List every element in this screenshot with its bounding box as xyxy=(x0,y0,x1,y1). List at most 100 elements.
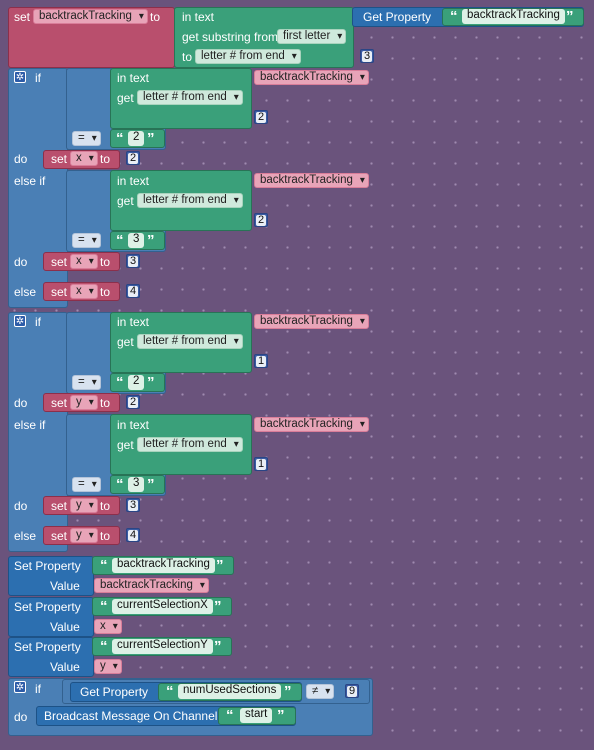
in-text-label: in text xyxy=(117,418,150,432)
variable-dropdown[interactable]: backtrackTracking xyxy=(94,578,209,593)
property-name[interactable]: backtrackTracking xyxy=(112,558,215,573)
set-property-block[interactable] xyxy=(8,637,94,677)
string-value[interactable]: 3 xyxy=(128,233,145,248)
variable-dropdown[interactable]: x xyxy=(94,619,122,634)
property-name[interactable]: backtrackTracking xyxy=(462,9,565,24)
number-value[interactable]: 2 xyxy=(256,111,266,123)
else-keyword: else xyxy=(14,529,37,543)
number-value[interactable]: 3 xyxy=(128,499,138,511)
substring-to-dropdown[interactable]: letter # from end xyxy=(195,49,301,64)
channel-name[interactable]: start xyxy=(240,708,273,723)
do-keyword: do xyxy=(14,152,28,166)
number-block[interactable]: 1 xyxy=(254,457,268,471)
letter-dropdown[interactable]: letter # from end xyxy=(137,193,243,208)
gear-icon[interactable]: ✲ xyxy=(14,71,26,83)
string-value[interactable]: 2 xyxy=(128,375,145,390)
letter-dropdown[interactable]: letter # from end xyxy=(137,90,243,105)
get-property-label: Get Property xyxy=(80,685,149,699)
get-substring-label: get substring from xyxy=(182,30,279,44)
string-value[interactable]: 3 xyxy=(128,477,145,492)
letter-dropdown[interactable]: letter # from end xyxy=(137,334,243,349)
to-keyword: to xyxy=(100,529,111,543)
get-label: get xyxy=(117,91,134,105)
variable-dropdown[interactable]: y xyxy=(94,659,122,674)
number-block[interactable]: 2 xyxy=(126,395,140,409)
variable-dropdown[interactable]: backtrackTracking xyxy=(254,314,369,329)
letter-dropdown[interactable]: letter # from end xyxy=(137,437,243,452)
number-value[interactable]: 9 xyxy=(347,685,357,697)
number-value[interactable]: 1 xyxy=(256,458,266,470)
get-label: get xyxy=(117,194,134,208)
number-block[interactable]: 3 xyxy=(126,254,140,268)
close-quote: ” xyxy=(284,683,292,700)
variable-dropdown[interactable]: backtrackTracking xyxy=(254,417,369,432)
set-keyword: set xyxy=(51,285,68,299)
open-quote: “ xyxy=(450,8,458,25)
broadcast-label: Broadcast Message On Channel xyxy=(44,709,218,723)
number-block[interactable]: 4 xyxy=(126,284,140,298)
if-block[interactable] xyxy=(8,68,68,308)
number-block[interactable]: 3 xyxy=(126,498,140,512)
close-quote: ” xyxy=(566,8,574,25)
property-name[interactable]: currentSelectionY xyxy=(112,639,213,654)
do-keyword: do xyxy=(14,710,28,724)
number-block[interactable]: 1 xyxy=(254,354,268,368)
set-property-block[interactable] xyxy=(8,597,94,637)
gear-icon[interactable]: ✲ xyxy=(14,315,26,327)
variable-dropdown[interactable]: backtrackTracking xyxy=(254,173,369,188)
number-value[interactable]: 2 xyxy=(128,396,138,408)
set-property-label: Set Property xyxy=(14,640,81,654)
set-keyword: set xyxy=(51,396,68,410)
string-value[interactable]: 2 xyxy=(128,131,145,146)
number-block[interactable]: 3 xyxy=(360,49,374,63)
property-name[interactable]: currentSelectionX xyxy=(112,599,213,614)
to-keyword: to xyxy=(150,10,161,24)
number-block[interactable]: 2 xyxy=(126,151,140,165)
operator-dropdown[interactable]: ≠ xyxy=(306,684,335,699)
get-label: get xyxy=(117,438,134,452)
variable-dropdown[interactable]: x xyxy=(70,254,98,269)
number-value[interactable]: 4 xyxy=(128,529,138,541)
number-block[interactable]: 2 xyxy=(254,213,268,227)
number-block[interactable]: 9 xyxy=(345,684,359,698)
variable-dropdown[interactable]: y xyxy=(70,498,98,513)
else-if-keyword: else if xyxy=(14,418,46,432)
in-text-label: in text xyxy=(117,71,150,85)
if-block[interactable] xyxy=(8,312,68,552)
number-value[interactable]: 2 xyxy=(128,152,138,164)
open-quote: “ xyxy=(116,374,124,391)
number-value[interactable]: 3 xyxy=(362,50,372,62)
variable-dropdown[interactable]: x xyxy=(70,284,98,299)
to-keyword: to xyxy=(100,499,111,513)
set-keyword: set xyxy=(14,10,31,24)
operator-dropdown[interactable]: = xyxy=(72,375,101,390)
else-if-keyword: else if xyxy=(14,174,46,188)
number-block[interactable]: 4 xyxy=(126,528,140,542)
operator-dropdown[interactable]: = xyxy=(72,233,101,248)
variable-dropdown[interactable]: x xyxy=(70,151,98,166)
in-text-label: in text xyxy=(182,10,215,24)
set-property-block[interactable] xyxy=(8,556,94,596)
number-value[interactable]: 1 xyxy=(256,355,266,367)
variable-dropdown[interactable]: backtrackTracking xyxy=(33,9,148,24)
close-quote: ” xyxy=(277,707,285,724)
variable-dropdown[interactable]: y xyxy=(70,395,98,410)
number-value[interactable]: 3 xyxy=(128,255,138,267)
value-label: Value xyxy=(50,660,80,674)
gear-icon[interactable]: ✲ xyxy=(14,681,26,693)
operator-dropdown[interactable]: = xyxy=(72,477,101,492)
open-quote: “ xyxy=(100,557,108,574)
variable-dropdown[interactable]: backtrackTracking xyxy=(254,70,369,85)
close-quote: ” xyxy=(147,130,155,147)
number-value[interactable]: 2 xyxy=(256,214,266,226)
if-keyword: if xyxy=(35,315,41,329)
number-block[interactable]: 2 xyxy=(254,110,268,124)
property-name[interactable]: numUsedSections xyxy=(178,684,282,699)
variable-dropdown[interactable]: y xyxy=(70,528,98,543)
operator-dropdown[interactable]: = xyxy=(72,131,101,146)
substring-from-dropdown[interactable]: first letter xyxy=(277,29,347,44)
if-keyword: if xyxy=(35,682,41,696)
open-quote: “ xyxy=(100,638,108,655)
number-value[interactable]: 4 xyxy=(128,285,138,297)
to-keyword: to xyxy=(100,152,111,166)
